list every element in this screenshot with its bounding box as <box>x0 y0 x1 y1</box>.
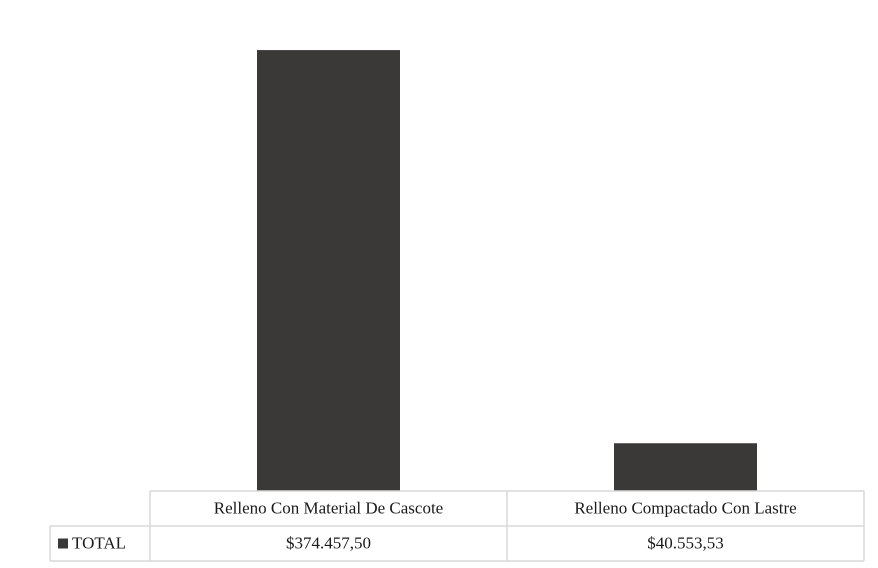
bars-layer <box>257 50 757 491</box>
data-label: $374.457,50 <box>286 533 371 552</box>
category-label: Relleno Con Material De Cascote <box>214 498 443 517</box>
bar-relleno-con-material-de-cascote <box>257 50 400 491</box>
data-label: $40.553,53 <box>647 533 724 552</box>
category-label: Relleno Compactado Con Lastre <box>574 498 796 517</box>
data-table: Relleno Con Material De Cascote Relleno C… <box>49 490 865 562</box>
series-label: TOTAL <box>72 533 126 552</box>
legend-key <box>58 538 68 549</box>
bar-relleno-compactado-con-lastre <box>614 443 757 491</box>
